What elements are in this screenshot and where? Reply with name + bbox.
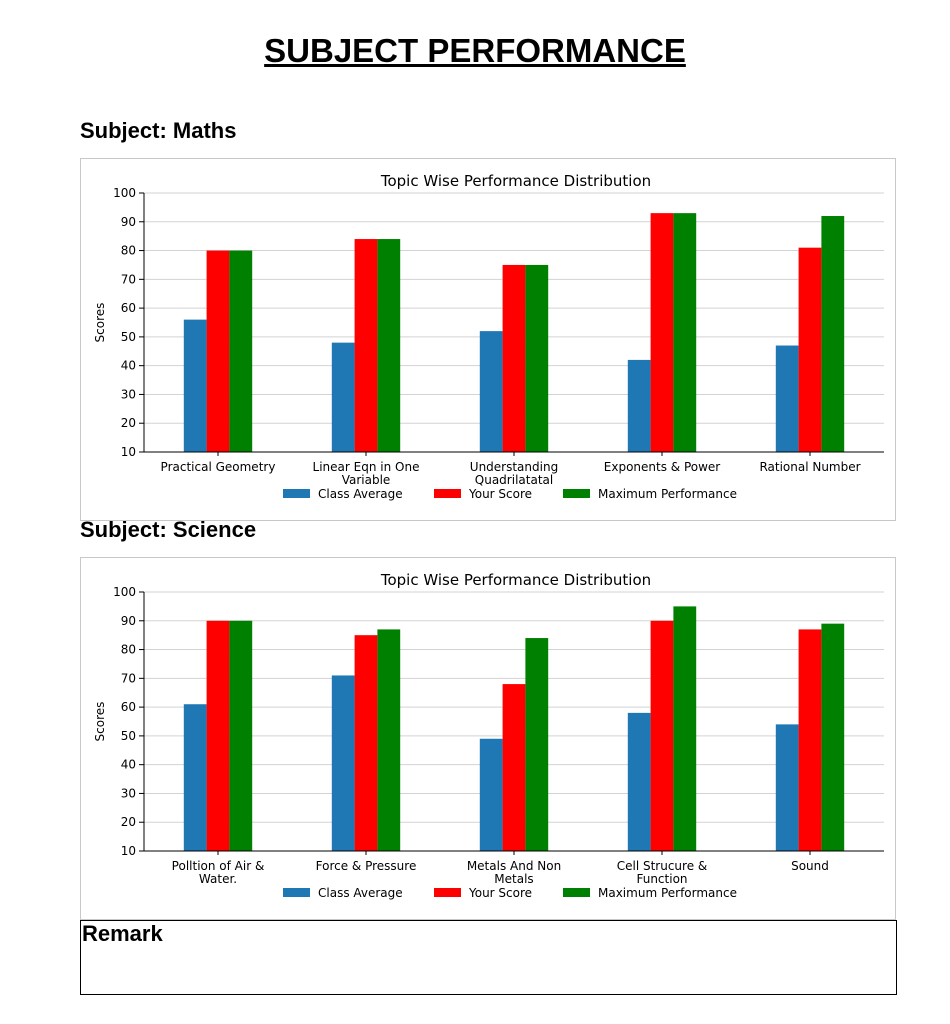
bar-maximum-performance [229, 620, 253, 851]
y-tick-label: 100 [113, 186, 136, 200]
bar-class-average [479, 738, 503, 851]
science-chart: 10 20 30 40 50 60 70 80 90 100 Topic Wise Performa… [80, 557, 896, 920]
legend-label: Class Average [318, 487, 403, 501]
legend-label: Your Score [468, 487, 532, 501]
x-tick-label: Sound [791, 859, 829, 873]
x-tick-label: Rational Number [759, 460, 860, 474]
bar-maximum-performance [525, 264, 549, 452]
x-tick-label: Variable [342, 473, 391, 487]
bar-class-average [627, 712, 651, 851]
bar-maximum-performance [377, 239, 401, 452]
bar-maximum-performance [673, 213, 697, 452]
bar-maximum-performance [525, 638, 549, 851]
bar-class-average [775, 345, 799, 452]
y-tick-label: 70 [121, 671, 136, 685]
bar-class-average [183, 704, 207, 851]
bar-your-score [650, 620, 674, 851]
y-tick-label: 90 [121, 614, 136, 628]
y-tick-label: 50 [121, 729, 136, 743]
bar-class-average [331, 342, 355, 452]
bar-maximum-performance [821, 623, 845, 851]
bar-maximum-performance [377, 629, 401, 851]
bar-class-average [183, 319, 207, 452]
legend-swatch [283, 888, 310, 897]
y-tick-label: 20 [121, 416, 136, 430]
page-title: SUBJECT PERFORMANCE [264, 32, 686, 69]
y-tick-label: 50 [121, 330, 136, 344]
x-tick-label: Linear Eqn in One [313, 460, 420, 474]
y-tick-label: 10 [121, 445, 136, 459]
subject-heading-maths: Subject: Maths [80, 118, 237, 143]
bar-class-average [627, 359, 651, 452]
y-tick-label: 60 [121, 301, 136, 315]
bar-class-average [775, 724, 799, 851]
legend-swatch [563, 888, 590, 897]
legend-swatch [434, 888, 461, 897]
y-tick-label: 30 [121, 786, 136, 800]
legend-swatch [434, 489, 461, 498]
chart-title: Topic Wise Performance Distribution [380, 571, 651, 589]
y-tick-label: 10 [121, 844, 136, 858]
y-axis-label: Scores [93, 303, 107, 343]
subject-heading-science: Subject: Science [80, 517, 257, 542]
y-tick-label: 30 [121, 387, 136, 401]
y-tick-label: 90 [121, 215, 136, 229]
y-axis-label: Scores [93, 702, 107, 742]
remark-box: Remark [80, 920, 897, 995]
bar-your-score [354, 635, 378, 851]
bar-maximum-performance [229, 250, 253, 452]
x-tick-label: Exponents & Power [604, 460, 721, 474]
bar-your-score [502, 684, 526, 851]
y-tick-label: 70 [121, 272, 136, 286]
y-tick-label: 20 [121, 815, 136, 829]
x-tick-label: Polltion of Air & [172, 859, 265, 873]
bar-your-score [206, 250, 230, 452]
maths-chart: 10 20 30 40 50 60 70 80 90 100 Topic Wise Performa… [80, 158, 896, 521]
bar-maximum-performance [821, 216, 845, 452]
maths-chart-svg: 10 20 30 40 50 60 70 80 90 100 Topic Wise Performa… [93, 172, 884, 501]
bar-class-average [479, 331, 503, 452]
x-tick-label: Metals [494, 872, 533, 886]
y-tick-label: 40 [121, 758, 136, 772]
bar-your-score [206, 620, 230, 851]
x-tick-label: Cell Strucure & [617, 859, 708, 873]
y-tick-label: 100 [113, 585, 136, 599]
y-tick-label: 80 [121, 244, 136, 258]
bar-your-score [798, 247, 822, 452]
x-tick-label: Force & Pressure [316, 859, 417, 873]
y-tick-label: 80 [121, 643, 136, 657]
bar-your-score [650, 213, 674, 452]
legend-label: Class Average [318, 886, 403, 900]
bar-your-score [502, 264, 526, 452]
remark-label: Remark [82, 921, 163, 946]
x-tick-label: Practical Geometry [161, 460, 276, 474]
bar-class-average [331, 675, 355, 851]
x-tick-label: Metals And Non [467, 859, 561, 873]
chart-title: Topic Wise Performance Distribution [380, 172, 651, 190]
legend-swatch [283, 489, 310, 498]
bar-your-score [354, 239, 378, 452]
bar-your-score [798, 629, 822, 851]
x-tick-label: Function [636, 872, 687, 886]
y-tick-label: 60 [121, 700, 136, 714]
legend-label: Maximum Performance [598, 487, 737, 501]
science-chart-svg: 10 20 30 40 50 60 70 80 90 100 Topic Wise Performa… [93, 571, 884, 900]
bar-maximum-performance [673, 606, 697, 851]
x-tick-label: Water. [199, 872, 237, 886]
x-tick-label: Quadrilatatal [475, 473, 553, 487]
y-tick-label: 40 [121, 359, 136, 373]
legend-label: Your Score [468, 886, 532, 900]
legend-label: Maximum Performance [598, 886, 737, 900]
x-tick-label: Understanding [470, 460, 558, 474]
legend-swatch [563, 489, 590, 498]
